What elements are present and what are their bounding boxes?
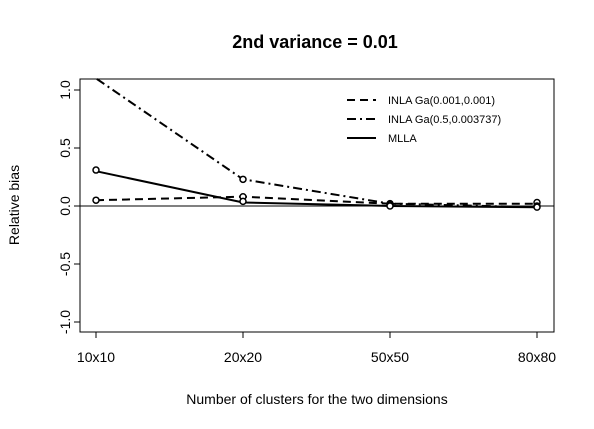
x-axis-label: Number of clusters for the two dimension… xyxy=(186,391,447,407)
x-tick-label: 50x50 xyxy=(371,349,409,365)
data-point xyxy=(386,202,394,210)
x-tick-label: 10x10 xyxy=(77,349,115,365)
y-tick-label: 1.0 xyxy=(57,80,73,100)
y-tick-label: 0.5 xyxy=(57,138,73,158)
y-axis: -1.0 -0.5 0.0 0.5 1.0 xyxy=(57,80,81,334)
y-tick-label: -1.0 xyxy=(57,310,73,334)
series-line-3 xyxy=(95,170,538,209)
x-tick-label: 80x80 xyxy=(518,349,556,365)
points-layer xyxy=(92,166,541,211)
series-layer xyxy=(95,78,538,209)
legend-label-3: MLLA xyxy=(388,133,417,145)
legend-label-1: INLA Ga(0.001,0.001) xyxy=(388,95,495,107)
x-tick-label: 20x20 xyxy=(224,349,262,365)
legend-label-2: INLA Ga(0.5,0.003737) xyxy=(388,114,501,126)
legend: INLA Ga(0.001,0.001) INLA Ga(0.5,0.003737… xyxy=(347,95,501,145)
data-point xyxy=(239,197,247,206)
y-tick-label: 0.0 xyxy=(57,196,73,216)
data-point xyxy=(239,175,247,184)
x-axis: 10x10 20x20 50x50 80x80 xyxy=(77,331,556,365)
series-line-2 xyxy=(96,78,538,209)
y-tick-label: -0.5 xyxy=(57,252,73,276)
data-point xyxy=(533,203,541,211)
series-line-1 xyxy=(95,195,537,205)
y-axis-label: Relative bias xyxy=(6,165,22,245)
chart-title: 2nd variance = 0.01 xyxy=(232,32,398,52)
data-point xyxy=(92,196,100,204)
data-point xyxy=(92,166,100,174)
